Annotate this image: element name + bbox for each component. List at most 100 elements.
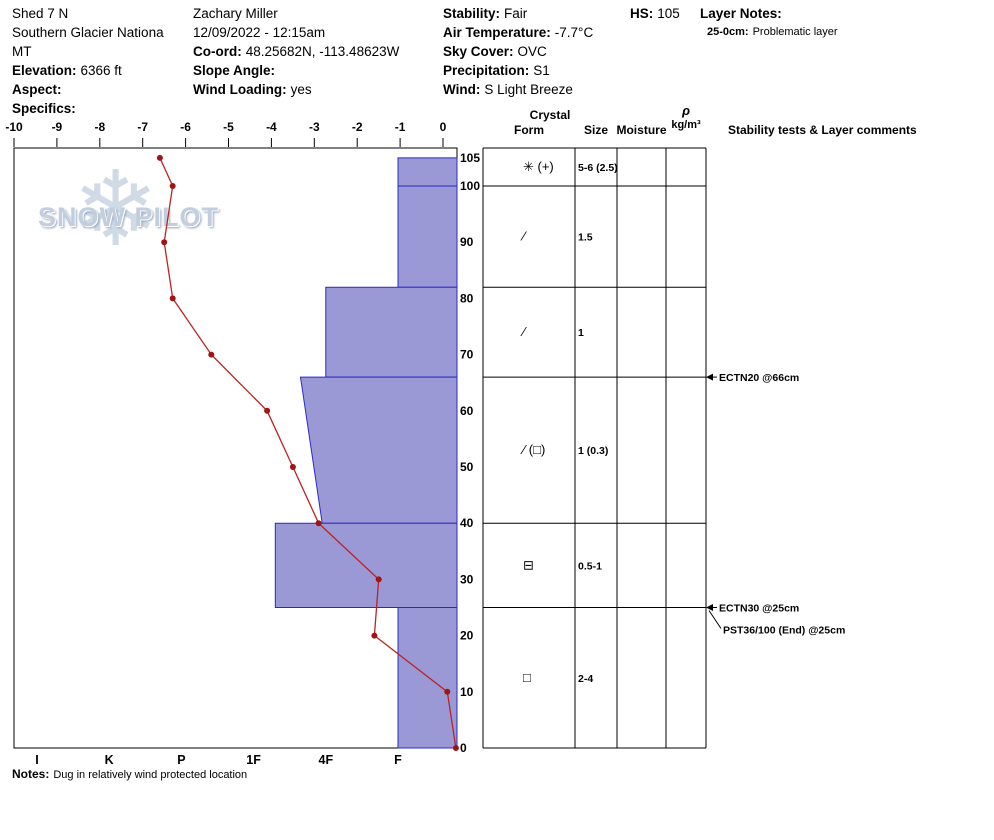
temperature-point xyxy=(169,295,176,302)
hardness-axis-label: K xyxy=(105,753,114,767)
stability-test-label: ECTN20 @66cm xyxy=(719,372,799,384)
temp-axis-label: -3 xyxy=(309,120,320,134)
sky-cover-label: Sky Cover: xyxy=(443,44,514,59)
form-header: Form xyxy=(514,123,544,137)
temperature-point xyxy=(315,520,322,527)
wind-loading-label: Wind Loading: xyxy=(193,82,287,97)
depth-axis-label: 80 xyxy=(460,291,474,305)
temperature-point xyxy=(169,183,176,189)
grain-form-symbol: ∕ (□) xyxy=(520,442,545,457)
temperature-point xyxy=(156,154,163,161)
left-arrow-icon xyxy=(706,604,713,611)
hardness-bar xyxy=(397,185,458,288)
temp-axis-label: -1 xyxy=(395,120,406,134)
temp-axis-label: 0 xyxy=(440,120,447,134)
specifics-label: Specifics: xyxy=(12,101,76,116)
notes-label: Notes: xyxy=(12,767,50,781)
hs-label: HS: xyxy=(630,6,654,21)
temperature-line xyxy=(159,157,457,749)
site-region: Southern Glacier Nationa xyxy=(12,25,164,40)
grain-size-value: 1 xyxy=(578,327,584,339)
layer-notes-label: Layer Notes: xyxy=(700,6,782,21)
moisture-header: Moisture xyxy=(616,123,666,137)
observer-block: Zachary Miller 12/09/2022 - 12:15am Co-o… xyxy=(193,4,399,99)
site-name: Shed 7 N xyxy=(12,6,69,21)
depth-axis-label: 40 xyxy=(460,516,474,530)
depth-axis-label: 60 xyxy=(460,404,474,418)
slope-angle-label: Slope Angle: xyxy=(193,63,276,78)
hardness-bar xyxy=(274,522,458,608)
air-temperature-value: -7.7°C xyxy=(554,25,594,40)
temp-axis-label: -2 xyxy=(352,120,363,134)
temp-axis-label: -10 xyxy=(5,120,23,134)
hardness-axis-label: 4F xyxy=(319,753,334,767)
hardness-bar xyxy=(299,376,458,524)
hardness-bar xyxy=(325,286,458,378)
grain-form-symbol: ∕ xyxy=(520,229,527,244)
hardness-axis-label: P xyxy=(177,753,185,767)
wind-value: S Light Breeze xyxy=(484,82,573,97)
crystal-header: Crystal xyxy=(530,108,571,122)
stability-tests-header: Stability tests & Layer comments xyxy=(728,123,917,137)
grain-form-symbol: ✳ (+) xyxy=(523,159,554,174)
temperature-point xyxy=(208,351,215,358)
stability-value: Fair xyxy=(504,6,528,21)
grain-form-symbol: ⊟ xyxy=(523,557,534,572)
conditions-block: Stability: Fair Air Temperature: -7.7°C Sk… xyxy=(443,4,593,99)
temp-axis-label: -6 xyxy=(180,120,191,134)
depth-axis-label: 20 xyxy=(460,629,474,643)
temp-axis-label: -8 xyxy=(94,120,105,134)
hardness-bar xyxy=(397,157,458,187)
location-block: Shed 7 N Southern Glacier Nationa MT Ele… xyxy=(12,4,164,118)
pit-datetime: 12/09/2022 - 12:15am xyxy=(193,25,326,40)
hardness-axis-label: I xyxy=(35,753,38,767)
depth-axis-label: 105 xyxy=(460,151,480,165)
wind-loading-value: yes xyxy=(290,82,312,97)
grain-size-value: 0.5-1 xyxy=(578,560,602,572)
test-pointer-line xyxy=(708,610,722,629)
depth-axis-label: 70 xyxy=(460,348,474,362)
watermark-text: SNOW PILOT xyxy=(38,202,219,232)
air-temperature-label: Air Temperature: xyxy=(443,25,551,40)
stability-test-label: PST36/100 (End) @25cm xyxy=(723,625,845,637)
temperature-point xyxy=(289,464,296,470)
grain-size-value: 5-6 (2.5) xyxy=(578,162,618,174)
temp-axis-label: -9 xyxy=(52,120,63,134)
layer-note-text: Problematic layer xyxy=(752,26,838,38)
temp-axis-label: -5 xyxy=(223,120,234,134)
aspect-label: Aspect: xyxy=(12,82,62,97)
size-header: Size xyxy=(584,123,608,137)
depth-axis-label: 100 xyxy=(460,179,480,193)
hs-value: 105 xyxy=(657,6,680,21)
coord-label: Co-ord: xyxy=(193,44,242,59)
precipitation-label: Precipitation: xyxy=(443,63,530,78)
depth-axis-label: 0 xyxy=(460,741,467,755)
notes-text: Dug in relatively wind protected locatio… xyxy=(53,769,248,781)
layer-notes-block: Layer Notes: 25-0cm: Problematic layer xyxy=(700,4,838,42)
grain-size-value: 1.5 xyxy=(578,232,593,244)
elevation-label: Elevation: xyxy=(12,63,77,78)
rho-unit-header: kg/m³ xyxy=(671,119,701,131)
elevation-value: 6366 ft xyxy=(80,63,122,78)
layer-note-range: 25-0cm: xyxy=(707,26,749,38)
depth-axis-label: 10 xyxy=(460,685,474,699)
temperature-point xyxy=(375,576,382,583)
temp-axis-label: -4 xyxy=(266,120,277,134)
hardness-axis-label: F xyxy=(394,753,402,767)
grain-size-value: 1 (0.3) xyxy=(578,445,608,457)
rho-header: ρ xyxy=(681,103,690,118)
temperature-point xyxy=(264,407,271,414)
hardness-axis-label: 1F xyxy=(246,753,261,767)
hs-block: HS: 105 xyxy=(630,4,680,23)
coord-value: 48.25682N, -113.48623W xyxy=(245,44,400,59)
stability-label: Stability: xyxy=(443,6,501,21)
temperature-point xyxy=(444,688,451,695)
observer-name: Zachary Miller xyxy=(193,6,278,21)
depth-axis-label: 30 xyxy=(460,572,474,586)
depth-axis-label: 50 xyxy=(460,460,474,474)
grain-form-symbol: □ xyxy=(523,670,531,685)
site-state: MT xyxy=(12,44,32,59)
notes-line: Notes: Dug in relatively wind protected l… xyxy=(12,767,247,781)
